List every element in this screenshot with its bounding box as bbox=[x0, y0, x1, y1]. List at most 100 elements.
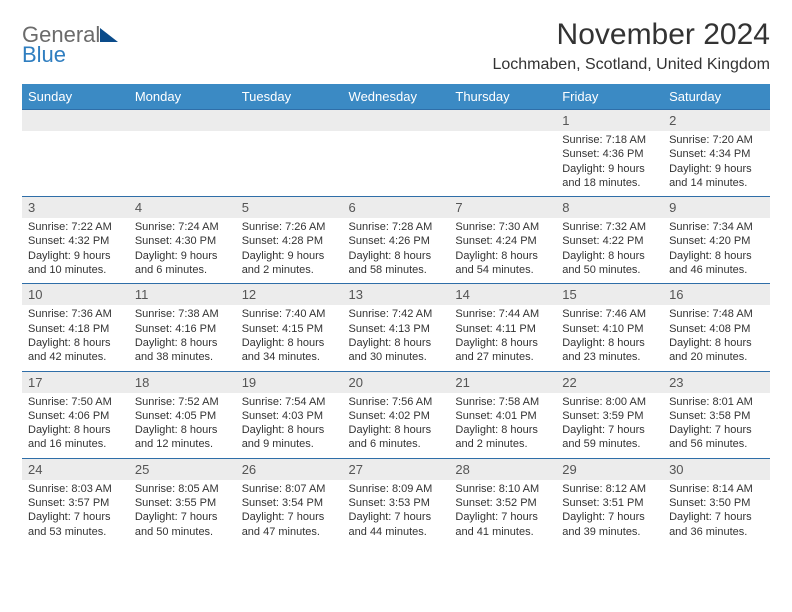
calendar-cell bbox=[236, 110, 343, 197]
day-number: 24 bbox=[22, 459, 129, 480]
day-data-line: Daylight: 8 hours and 16 minutes. bbox=[28, 423, 123, 452]
day-header: Sunday bbox=[22, 84, 129, 110]
day-data: Sunrise: 7:54 AMSunset: 4:03 PMDaylight:… bbox=[236, 393, 343, 458]
day-data: Sunrise: 7:40 AMSunset: 4:15 PMDaylight:… bbox=[236, 305, 343, 370]
calendar-cell: 28Sunrise: 8:10 AMSunset: 3:52 PMDayligh… bbox=[449, 458, 556, 545]
day-data: Sunrise: 7:38 AMSunset: 4:16 PMDaylight:… bbox=[129, 305, 236, 370]
logo: General Blue bbox=[22, 18, 118, 66]
day-data-line: Sunrise: 7:42 AM bbox=[349, 307, 444, 321]
day-data-line: Daylight: 7 hours and 56 minutes. bbox=[669, 423, 764, 452]
day-number: 17 bbox=[22, 372, 129, 393]
day-data-line: Sunset: 4:13 PM bbox=[349, 322, 444, 336]
day-data: Sunrise: 8:09 AMSunset: 3:53 PMDaylight:… bbox=[343, 480, 450, 545]
day-data-line: Sunset: 3:58 PM bbox=[669, 409, 764, 423]
day-number: 16 bbox=[663, 284, 770, 305]
day-data-line: Daylight: 7 hours and 50 minutes. bbox=[135, 510, 230, 539]
day-number: 18 bbox=[129, 372, 236, 393]
day-data-line: Sunset: 3:52 PM bbox=[455, 496, 550, 510]
day-number: 8 bbox=[556, 197, 663, 218]
day-data-line: Sunrise: 7:20 AM bbox=[669, 133, 764, 147]
calendar-cell bbox=[22, 110, 129, 197]
logo-text: General Blue bbox=[22, 24, 100, 66]
calendar-cell: 8Sunrise: 7:32 AMSunset: 4:22 PMDaylight… bbox=[556, 197, 663, 284]
calendar-cell: 11Sunrise: 7:38 AMSunset: 4:16 PMDayligh… bbox=[129, 284, 236, 371]
calendar-cell: 24Sunrise: 8:03 AMSunset: 3:57 PMDayligh… bbox=[22, 458, 129, 545]
day-data: Sunrise: 7:48 AMSunset: 4:08 PMDaylight:… bbox=[663, 305, 770, 370]
day-data-line: Daylight: 8 hours and 50 minutes. bbox=[562, 249, 657, 278]
day-header: Saturday bbox=[663, 84, 770, 110]
calendar-cell: 6Sunrise: 7:28 AMSunset: 4:26 PMDaylight… bbox=[343, 197, 450, 284]
day-data-line: Sunset: 3:51 PM bbox=[562, 496, 657, 510]
day-header: Monday bbox=[129, 84, 236, 110]
calendar-cell: 3Sunrise: 7:22 AMSunset: 4:32 PMDaylight… bbox=[22, 197, 129, 284]
calendar-cell: 30Sunrise: 8:14 AMSunset: 3:50 PMDayligh… bbox=[663, 458, 770, 545]
day-data: Sunrise: 8:03 AMSunset: 3:57 PMDaylight:… bbox=[22, 480, 129, 545]
day-data: Sunrise: 7:56 AMSunset: 4:02 PMDaylight:… bbox=[343, 393, 450, 458]
day-data-line: Sunset: 4:22 PM bbox=[562, 234, 657, 248]
day-data-line: Sunset: 3:54 PM bbox=[242, 496, 337, 510]
day-data-line: Sunset: 4:02 PM bbox=[349, 409, 444, 423]
day-number: 2 bbox=[663, 110, 770, 131]
day-data-line: Sunrise: 8:07 AM bbox=[242, 482, 337, 496]
day-number: 20 bbox=[343, 372, 450, 393]
day-data-line: Daylight: 9 hours and 18 minutes. bbox=[562, 162, 657, 191]
day-data-line: Sunrise: 7:24 AM bbox=[135, 220, 230, 234]
day-number: 19 bbox=[236, 372, 343, 393]
day-data-line: Sunset: 4:28 PM bbox=[242, 234, 337, 248]
day-data-line: Sunset: 4:18 PM bbox=[28, 322, 123, 336]
day-data-line: Daylight: 7 hours and 59 minutes. bbox=[562, 423, 657, 452]
day-data-line: Sunrise: 7:28 AM bbox=[349, 220, 444, 234]
day-data: Sunrise: 7:36 AMSunset: 4:18 PMDaylight:… bbox=[22, 305, 129, 370]
day-data: Sunrise: 8:00 AMSunset: 3:59 PMDaylight:… bbox=[556, 393, 663, 458]
day-data-line: Sunrise: 7:40 AM bbox=[242, 307, 337, 321]
day-data-line: Daylight: 7 hours and 47 minutes. bbox=[242, 510, 337, 539]
header: General Blue November 2024 Lochmaben, Sc… bbox=[22, 18, 770, 74]
location-text: Lochmaben, Scotland, United Kingdom bbox=[492, 56, 770, 74]
calendar-cell: 2Sunrise: 7:20 AMSunset: 4:34 PMDaylight… bbox=[663, 110, 770, 197]
day-number bbox=[22, 110, 129, 131]
logo-triangle-icon bbox=[100, 28, 118, 42]
day-data-line: Daylight: 7 hours and 36 minutes. bbox=[669, 510, 764, 539]
day-data-line: Sunset: 4:26 PM bbox=[349, 234, 444, 248]
day-data-line: Sunrise: 8:12 AM bbox=[562, 482, 657, 496]
day-number: 3 bbox=[22, 197, 129, 218]
day-data-line: Sunrise: 8:01 AM bbox=[669, 395, 764, 409]
day-data-line: Sunset: 4:24 PM bbox=[455, 234, 550, 248]
day-data-line: Sunrise: 7:46 AM bbox=[562, 307, 657, 321]
day-data-line: Sunrise: 8:09 AM bbox=[349, 482, 444, 496]
day-data: Sunrise: 7:46 AMSunset: 4:10 PMDaylight:… bbox=[556, 305, 663, 370]
calendar-week: 3Sunrise: 7:22 AMSunset: 4:32 PMDaylight… bbox=[22, 197, 770, 284]
day-data bbox=[449, 131, 556, 187]
calendar-cell: 27Sunrise: 8:09 AMSunset: 3:53 PMDayligh… bbox=[343, 458, 450, 545]
calendar-cell: 16Sunrise: 7:48 AMSunset: 4:08 PMDayligh… bbox=[663, 284, 770, 371]
calendar-table: Sunday Monday Tuesday Wednesday Thursday… bbox=[22, 84, 770, 545]
day-data-line: Daylight: 8 hours and 54 minutes. bbox=[455, 249, 550, 278]
day-data-line: Sunrise: 7:36 AM bbox=[28, 307, 123, 321]
day-data-line: Sunset: 4:01 PM bbox=[455, 409, 550, 423]
day-data-line: Daylight: 9 hours and 10 minutes. bbox=[28, 249, 123, 278]
day-data-line: Sunset: 4:05 PM bbox=[135, 409, 230, 423]
day-number: 13 bbox=[343, 284, 450, 305]
day-data: Sunrise: 7:44 AMSunset: 4:11 PMDaylight:… bbox=[449, 305, 556, 370]
logo-word2: Blue bbox=[22, 44, 100, 66]
day-data-line: Daylight: 9 hours and 2 minutes. bbox=[242, 249, 337, 278]
day-data-line: Sunset: 4:20 PM bbox=[669, 234, 764, 248]
day-data-line: Daylight: 8 hours and 42 minutes. bbox=[28, 336, 123, 365]
title-block: November 2024 Lochmaben, Scotland, Unite… bbox=[492, 18, 770, 74]
day-header: Thursday bbox=[449, 84, 556, 110]
page-title: November 2024 bbox=[492, 18, 770, 52]
calendar-cell bbox=[129, 110, 236, 197]
calendar-week: 1Sunrise: 7:18 AMSunset: 4:36 PMDaylight… bbox=[22, 110, 770, 197]
day-data-line: Sunset: 4:06 PM bbox=[28, 409, 123, 423]
day-data-line: Sunset: 3:59 PM bbox=[562, 409, 657, 423]
day-data-line: Sunrise: 7:18 AM bbox=[562, 133, 657, 147]
day-data-line: Sunrise: 7:54 AM bbox=[242, 395, 337, 409]
day-data-line: Daylight: 8 hours and 38 minutes. bbox=[135, 336, 230, 365]
day-data-line: Daylight: 7 hours and 44 minutes. bbox=[349, 510, 444, 539]
day-data-line: Sunset: 4:32 PM bbox=[28, 234, 123, 248]
day-data-line: Daylight: 8 hours and 27 minutes. bbox=[455, 336, 550, 365]
day-data: Sunrise: 7:50 AMSunset: 4:06 PMDaylight:… bbox=[22, 393, 129, 458]
day-data-line: Daylight: 8 hours and 34 minutes. bbox=[242, 336, 337, 365]
day-data-line: Sunrise: 7:58 AM bbox=[455, 395, 550, 409]
calendar-cell: 22Sunrise: 8:00 AMSunset: 3:59 PMDayligh… bbox=[556, 371, 663, 458]
